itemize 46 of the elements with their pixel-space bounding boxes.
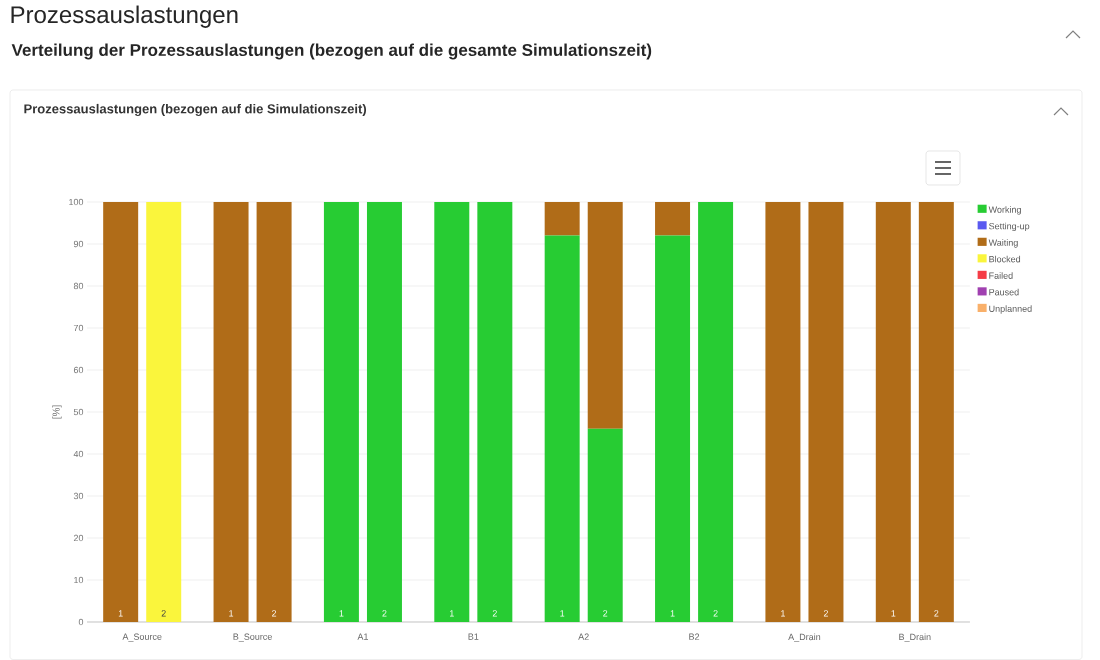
x-tick-label: 1	[670, 610, 675, 617]
y-tick-label: 70	[73, 324, 84, 332]
legend-label: Setting-up	[989, 222, 1030, 232]
legend-label: Blocked	[989, 255, 1021, 263]
y-tick-label: 10	[74, 576, 84, 584]
x-tick-label: 2	[382, 610, 387, 617]
text: B_Source	[233, 633, 272, 642]
y-tick-label: 50	[73, 408, 84, 416]
x-tick-label: 1	[118, 610, 123, 617]
x-tick-label: 1	[339, 610, 344, 617]
y-tick-label: 40	[73, 450, 84, 458]
x-tick-label: 1	[781, 610, 785, 617]
text: Prozessauslastungen (bezogen auf die Simulationszeit)	[24, 103, 367, 117]
text: B_Drain	[899, 633, 931, 642]
y-tick-label: 100	[69, 198, 84, 206]
y-tick-label: 0	[78, 618, 84, 626]
x-tick-label: 2	[603, 610, 608, 617]
x-tick-label: 2	[713, 610, 718, 617]
legend-label: Failed	[989, 272, 1013, 279]
y-tick-label: 90	[73, 240, 84, 248]
chart-subtitle: Verteilung der Prozessauslastungen (bezogen auf die gesamte Simulationszeit)	[11, 43, 652, 60]
text: A1	[357, 633, 369, 640]
text: B1	[468, 633, 479, 640]
x-tick-label: 2	[934, 610, 939, 617]
x-tick-label: 2	[161, 610, 166, 617]
x-tick-label: 1	[891, 610, 896, 617]
chart-title: Prozessauslastungen	[11, 5, 238, 28]
legend-label: Waiting	[988, 239, 1018, 248]
y-tick-label: 60	[73, 366, 84, 374]
y-axis-title: [%]	[52, 405, 62, 419]
legend-label: Paused	[989, 288, 1019, 296]
x-tick-label: 1	[449, 610, 454, 617]
x-tick-label: 2	[492, 610, 497, 617]
text: B2	[689, 633, 700, 640]
legend-label: Working	[988, 206, 1021, 215]
text: A_Source	[122, 633, 162, 642]
y-tick-label: 80	[73, 282, 84, 290]
y-tick-label: 30	[73, 492, 84, 500]
y-tick-label: 20	[73, 534, 84, 542]
x-tick-label: 2	[823, 610, 829, 617]
x-tick-label: 1	[229, 610, 234, 617]
text: A2	[578, 633, 589, 640]
x-tick-label: 1	[560, 610, 565, 617]
legend-label: Unplanned	[989, 305, 1032, 314]
x-tick-label: 2	[272, 610, 277, 617]
text: A_Drain	[788, 633, 821, 642]
